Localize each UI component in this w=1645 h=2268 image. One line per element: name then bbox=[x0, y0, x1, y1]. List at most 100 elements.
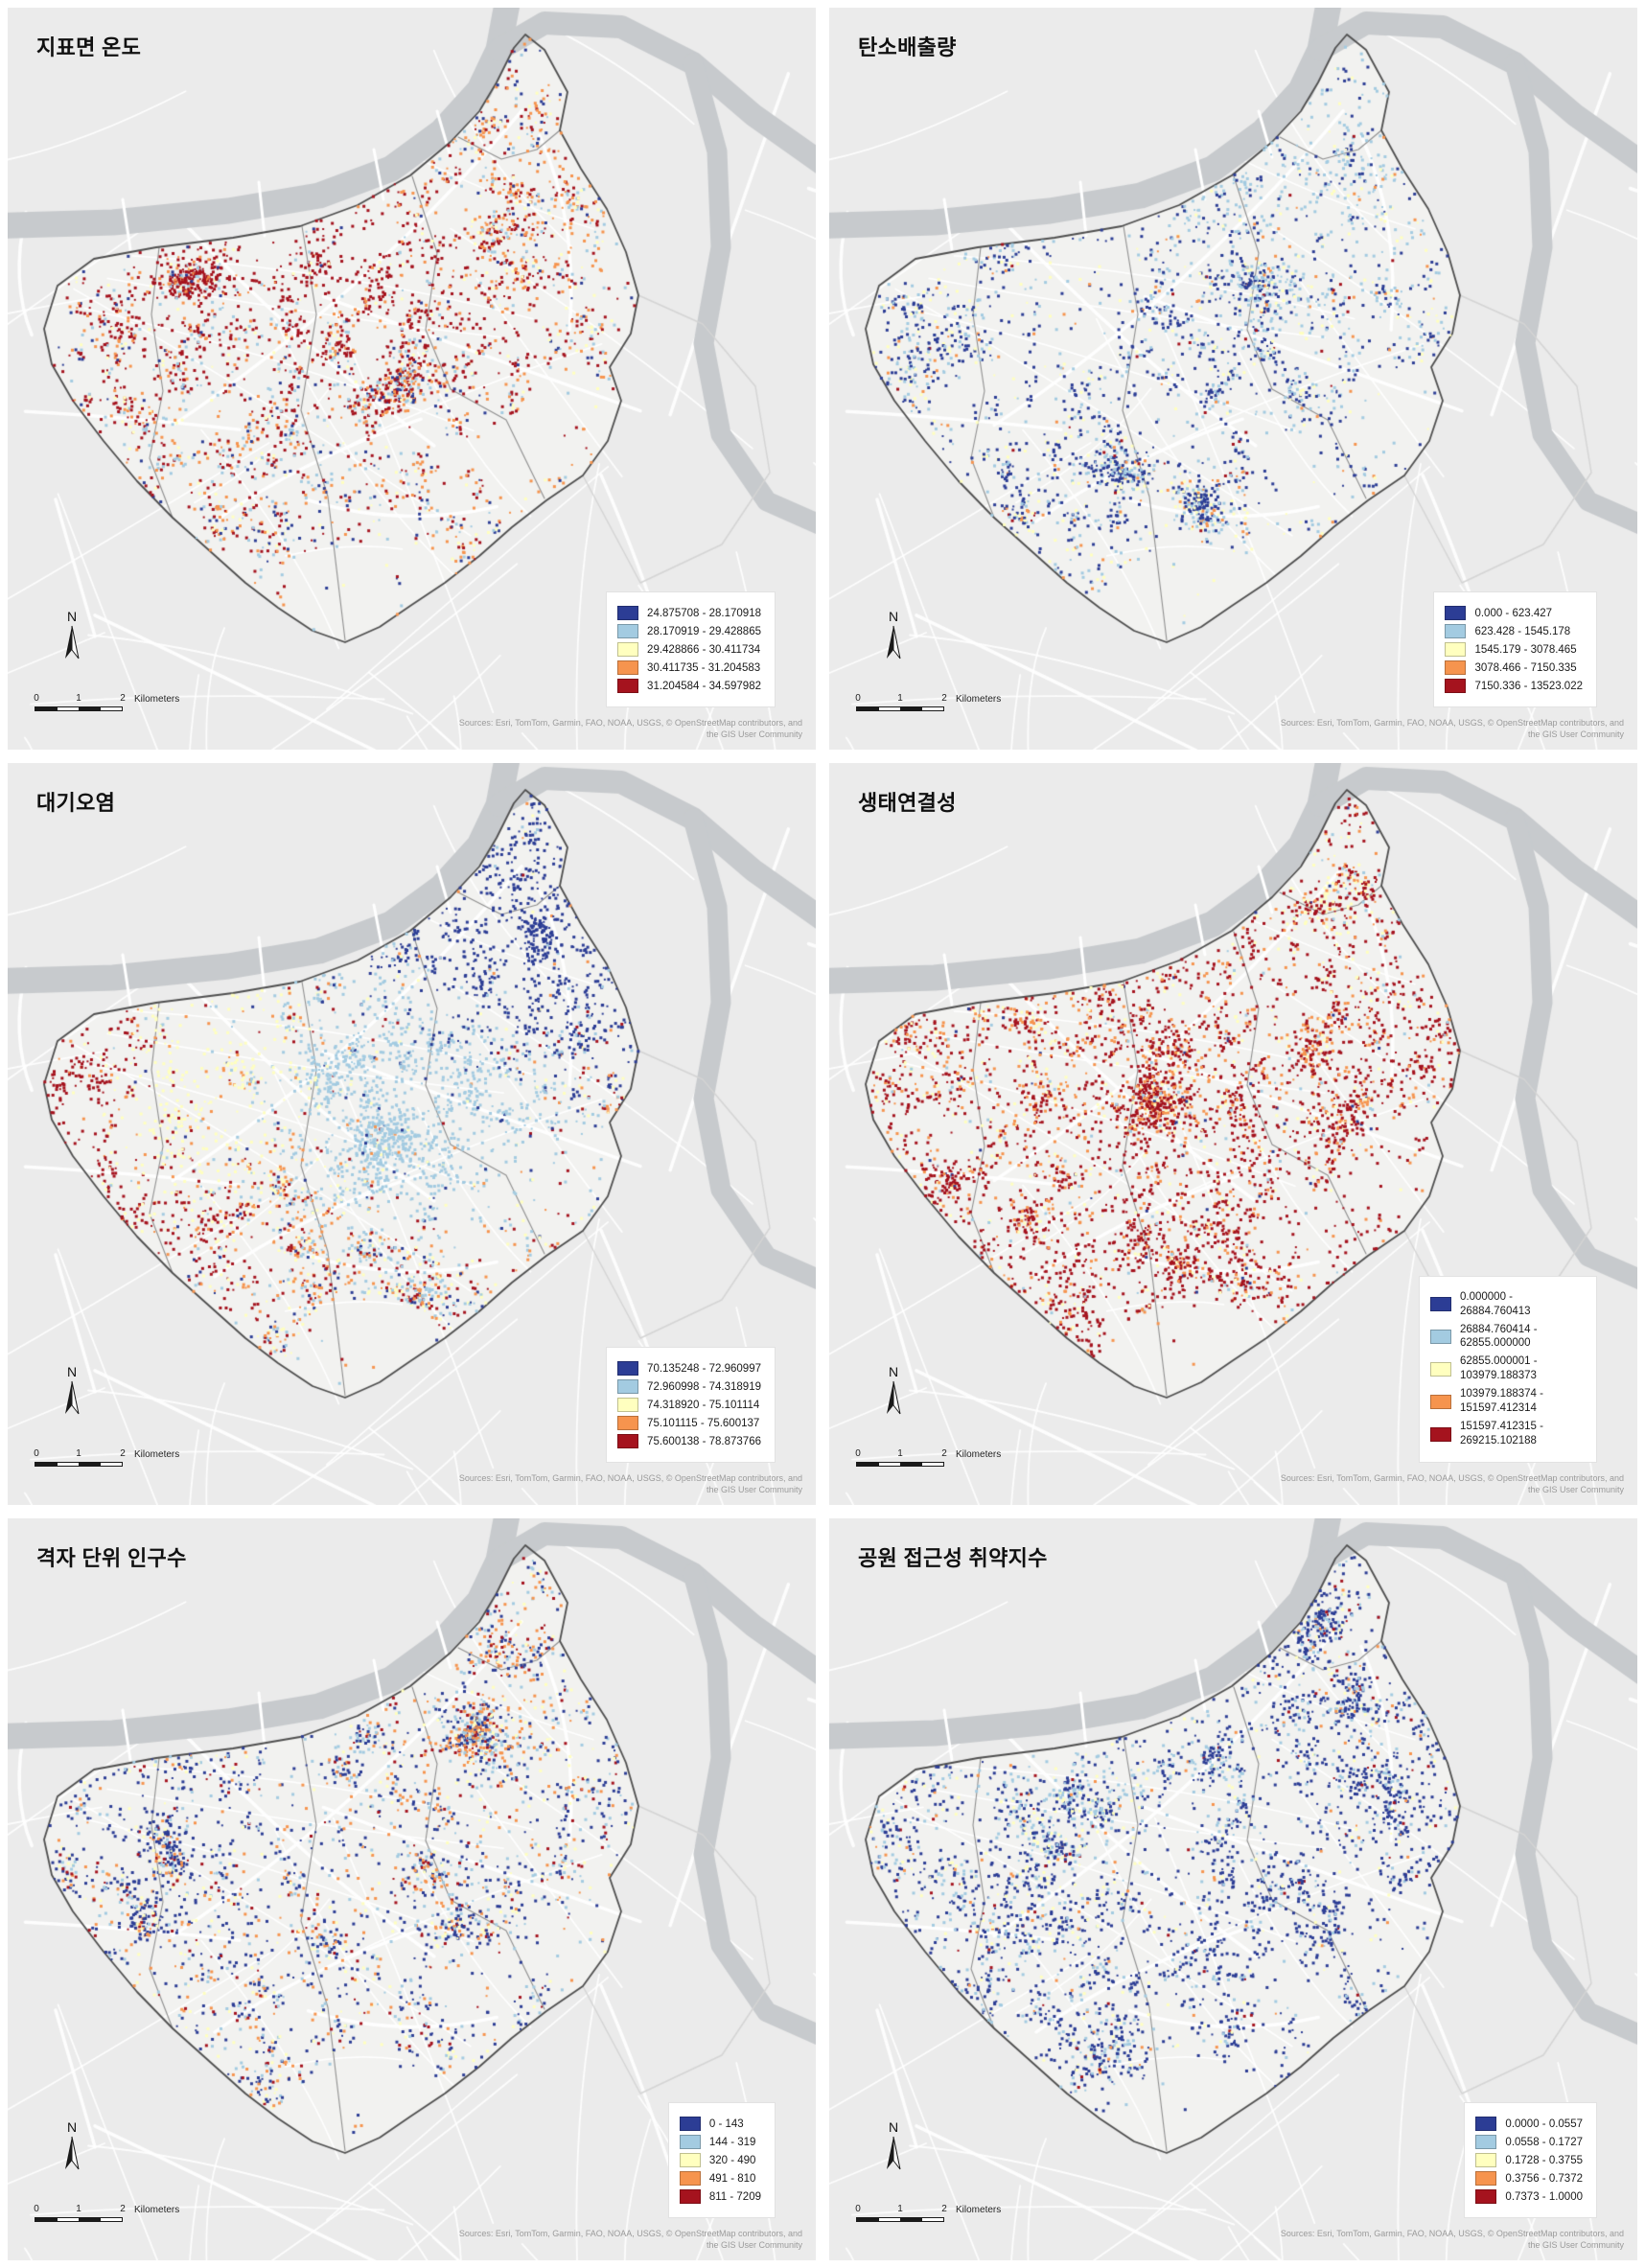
scale-bar-blocks bbox=[35, 706, 123, 711]
legend-label: 0.1728 - 0.3755 bbox=[1505, 2154, 1583, 2166]
north-arrow-right-half bbox=[892, 625, 901, 660]
scale-bar: 0 1 2 Kilometers bbox=[855, 2204, 1029, 2222]
map-legend: 0.0000 - 0.0557 0.0558 - 0.1727 0.1728 - 0… bbox=[1464, 2102, 1597, 2218]
map-legend: 24.875708 - 28.170918 28.170919 - 29.4288… bbox=[606, 591, 776, 707]
legend-row: 103979.188374 - 151597.412314 bbox=[1430, 1387, 1583, 1416]
legend-swatch bbox=[617, 1434, 639, 1448]
north-arrow-icon: N bbox=[887, 1364, 901, 1415]
legend-row: 7150.336 - 13523.022 bbox=[1445, 679, 1583, 693]
legend-swatch bbox=[617, 660, 639, 675]
legend-label: 3078.466 - 7150.335 bbox=[1474, 661, 1577, 674]
scale-segment bbox=[900, 707, 922, 710]
map-legend: 70.135248 - 72.960997 72.960998 - 74.3189… bbox=[606, 1347, 776, 1463]
legend-swatch bbox=[1475, 2189, 1497, 2204]
legend-row: 0.000000 - 26884.760413 bbox=[1430, 1290, 1583, 1319]
legend-label: 491 - 810 bbox=[708, 2172, 756, 2185]
map-attribution: Sources: Esri, TomTom, Garmin, FAO, NOAA… bbox=[459, 717, 802, 740]
attribution-line-1: Sources: Esri, TomTom, Garmin, FAO, NOAA… bbox=[1280, 717, 1624, 728]
map-title: 탄소배출량 bbox=[858, 35, 957, 59]
scale-numbers: 0 1 2 Kilometers bbox=[34, 693, 207, 706]
legend-swatch bbox=[1445, 679, 1467, 693]
scale-segment bbox=[922, 707, 944, 710]
legend-label: 62855.000001 - 103979.188373 bbox=[1460, 1355, 1538, 1382]
north-arrow-icon: N bbox=[65, 1364, 80, 1415]
scale-tick-0: 0 bbox=[34, 693, 39, 704]
scale-numbers: 0 1 2 Kilometers bbox=[855, 693, 1029, 706]
attribution-line-2: the GIS User Community bbox=[706, 729, 802, 739]
attribution-line-1: Sources: Esri, TomTom, Garmin, FAO, NOAA… bbox=[458, 2228, 802, 2238]
north-label: N bbox=[889, 609, 898, 624]
scale-segment bbox=[900, 1463, 922, 1466]
legend-label: 28.170919 - 29.428865 bbox=[647, 625, 761, 637]
legend-row: 30.411735 - 31.204583 bbox=[617, 660, 761, 675]
legend-label: 26884.760414 - 62855.000000 bbox=[1460, 1323, 1538, 1350]
north-arrow-left-half bbox=[887, 1381, 893, 1414]
legend-swatch bbox=[1445, 660, 1467, 675]
legend-row: 491 - 810 bbox=[679, 2171, 761, 2186]
scale-segment bbox=[58, 1463, 80, 1466]
map-attribution: Sources: Esri, TomTom, Garmin, FAO, NOAA… bbox=[1281, 2228, 1624, 2251]
legend-label: 24.875708 - 28.170918 bbox=[647, 607, 761, 619]
map-attribution: Sources: Esri, TomTom, Garmin, FAO, NOAA… bbox=[459, 2228, 802, 2251]
scale-bar-blocks bbox=[35, 2217, 123, 2222]
legend-row: 0.1728 - 0.3755 bbox=[1475, 2153, 1583, 2167]
north-label: N bbox=[889, 2119, 898, 2135]
scale-unit-label: Kilometers bbox=[956, 2205, 1002, 2215]
scale-segment bbox=[35, 707, 58, 710]
legend-row: 0.000 - 623.427 bbox=[1445, 606, 1583, 620]
legend-swatch bbox=[617, 624, 639, 638]
scale-bar: 0 1 2 Kilometers bbox=[34, 2204, 207, 2222]
scale-numbers: 0 1 2 Kilometers bbox=[855, 2204, 1029, 2216]
legend-label: 74.318920 - 75.101114 bbox=[647, 1399, 760, 1411]
map-title: 지표면 온도 bbox=[36, 35, 142, 59]
legend-row: 320 - 490 bbox=[679, 2153, 761, 2167]
map-attribution: Sources: Esri, TomTom, Garmin, FAO, NOAA… bbox=[1281, 1472, 1624, 1495]
attribution-line-2: the GIS User Community bbox=[1527, 729, 1624, 739]
scale-unit-label: Kilometers bbox=[134, 2205, 180, 2215]
north-arrow-right-half bbox=[892, 2136, 901, 2170]
legend-label: 72.960998 - 74.318919 bbox=[647, 1380, 761, 1393]
legend-swatch bbox=[679, 2189, 701, 2204]
scale-tick-1: 1 bbox=[76, 693, 81, 704]
legend-swatch bbox=[679, 2117, 701, 2131]
legend-row: 144 - 319 bbox=[679, 2135, 761, 2149]
north-arrow: N bbox=[877, 609, 910, 671]
scale-segment bbox=[922, 2218, 944, 2221]
legend-row: 623.428 - 1545.178 bbox=[1445, 624, 1583, 638]
map-panel: 생태연결성 N 0 1 2 Kilometers 0.000000 - 2688… bbox=[829, 763, 1637, 1505]
attribution-line-2: the GIS User Community bbox=[706, 2239, 802, 2250]
scale-tick-2: 2 bbox=[120, 2204, 126, 2214]
scale-segment bbox=[79, 707, 101, 710]
legend-swatch bbox=[679, 2171, 701, 2186]
legend-label: 0.000 - 623.427 bbox=[1474, 607, 1553, 619]
legend-label: 320 - 490 bbox=[708, 2154, 756, 2166]
legend-swatch bbox=[1430, 1426, 1451, 1442]
scale-bar: 0 1 2 Kilometers bbox=[855, 693, 1029, 711]
scale-tick-0: 0 bbox=[34, 2204, 39, 2214]
legend-row: 0.0558 - 0.1727 bbox=[1475, 2135, 1583, 2149]
north-label: N bbox=[889, 1364, 898, 1379]
scale-unit-label: Kilometers bbox=[956, 694, 1002, 705]
map-title: 공원 접근성 취약지수 bbox=[858, 1546, 1048, 1570]
scale-numbers: 0 1 2 Kilometers bbox=[855, 1448, 1029, 1461]
scale-numbers: 0 1 2 Kilometers bbox=[34, 1448, 207, 1461]
legend-swatch bbox=[617, 1379, 639, 1394]
scale-tick-1: 1 bbox=[897, 1448, 903, 1459]
legend-row: 29.428866 - 30.411734 bbox=[617, 642, 761, 657]
legend-row: 70.135248 - 72.960997 bbox=[617, 1361, 761, 1376]
attribution-line-1: Sources: Esri, TomTom, Garmin, FAO, NOAA… bbox=[458, 1472, 802, 1483]
map-panel: 격자 단위 인구수 N 0 1 2 Kilometers 0 - 143 144 … bbox=[8, 1518, 816, 2260]
legend-row: 75.600138 - 78.873766 bbox=[617, 1434, 761, 1448]
legend-row: 0.7373 - 1.0000 bbox=[1475, 2189, 1583, 2204]
map-title: 격자 단위 인구수 bbox=[36, 1546, 187, 1570]
legend-swatch bbox=[1430, 1361, 1451, 1377]
map-legend: 0 - 143 144 - 319 320 - 490 491 - 810 811 - … bbox=[667, 2102, 776, 2218]
scale-segment bbox=[101, 1463, 123, 1466]
legend-swatch bbox=[617, 1416, 639, 1430]
legend-row: 74.318920 - 75.101114 bbox=[617, 1398, 761, 1412]
scale-bar-blocks bbox=[856, 1462, 944, 1467]
legend-row: 26884.760414 - 62855.000000 bbox=[1430, 1323, 1583, 1352]
north-label: N bbox=[67, 609, 77, 624]
legend-swatch bbox=[1445, 606, 1467, 620]
